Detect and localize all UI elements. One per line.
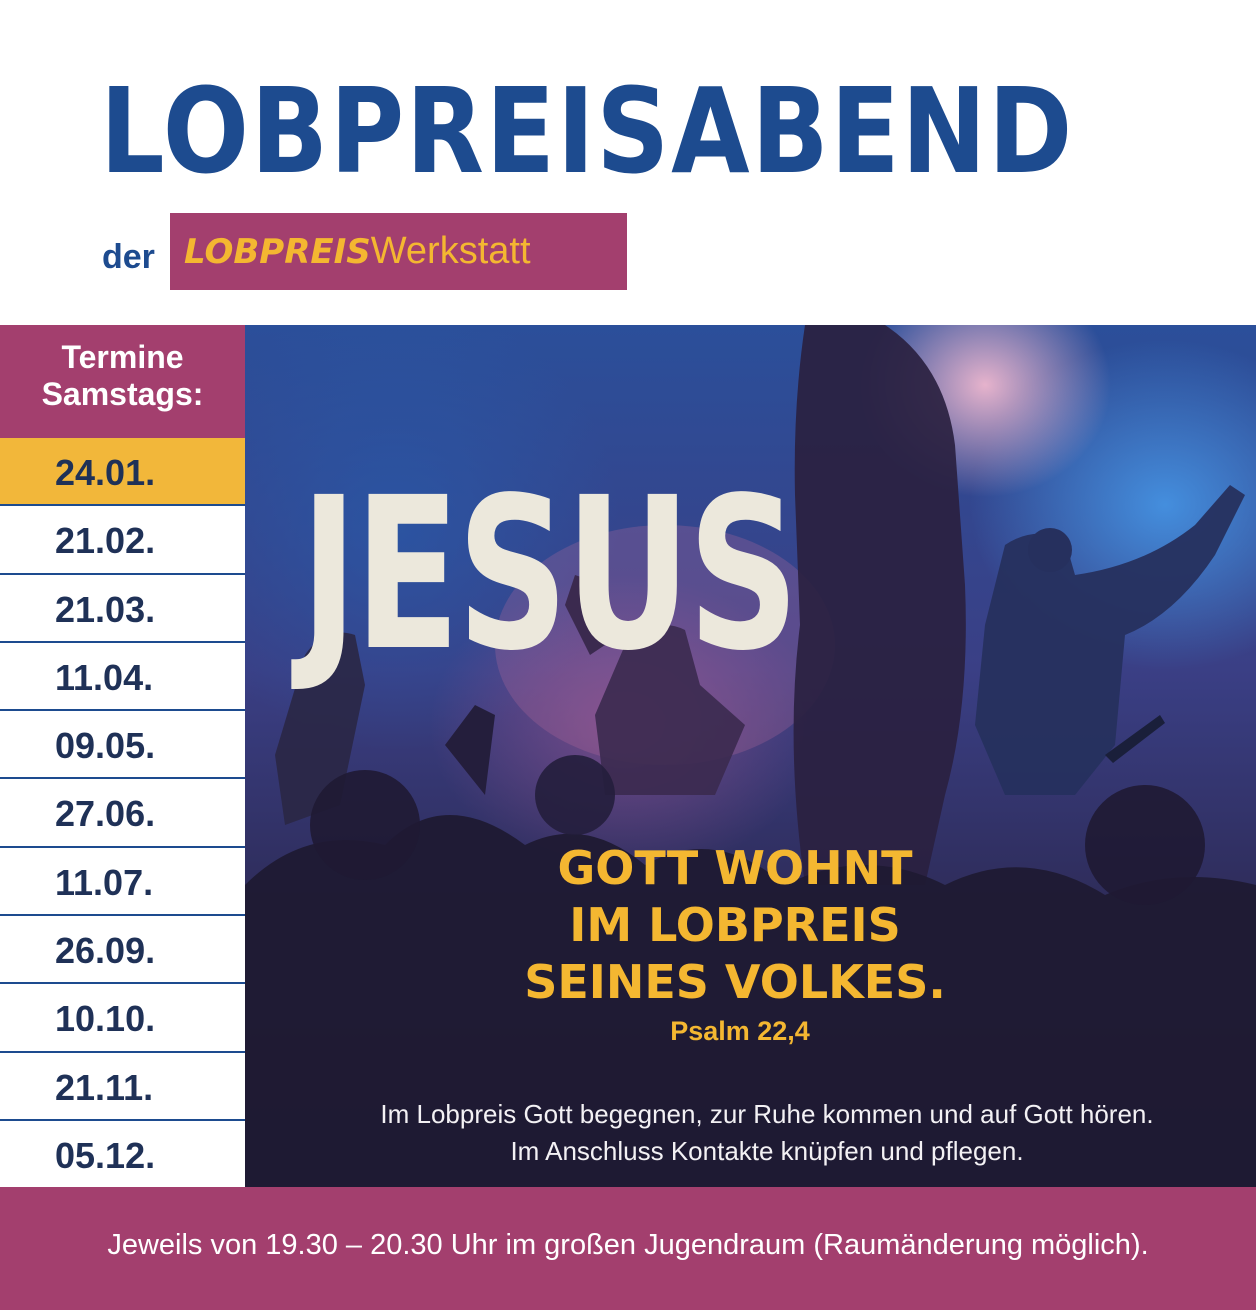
date-row: 11.04. — [0, 643, 245, 712]
brand-name-light: Werkstatt — [370, 230, 531, 272]
jesus-headline: JESUS — [300, 452, 799, 697]
date-row: 21.11. — [0, 1053, 245, 1121]
page-title: LOBPREISABEND — [100, 62, 1075, 200]
date-row: 27.06. — [0, 779, 245, 848]
date-row: 24.01. — [0, 438, 245, 507]
worship-concert-photo — [245, 325, 1256, 1187]
event-description: Im Lobpreis Gott begegnen, zur Ruhe komm… — [262, 1096, 1256, 1170]
date-row: 05.12. — [55, 1134, 156, 1176]
bible-verse: GOTT WOHNT IM LOBPREIS SEINES VOLKES. — [500, 840, 970, 1011]
verse-reference: Psalm 22,4 — [670, 1016, 810, 1046]
footer-bar: Jeweils von 19.30 – 20.30 Uhr im großen … — [0, 1187, 1256, 1310]
date-row: 10.10. — [0, 984, 245, 1053]
date-row: 26.09. — [0, 916, 245, 985]
schedule-heading-line2: Samstags: — [41, 376, 204, 412]
date-row: 11.07. — [0, 848, 245, 917]
date-row: 21.02. — [0, 506, 245, 575]
brand-name-bold: LOBPREIS — [184, 231, 371, 272]
crowd-silhouettes — [245, 325, 1256, 1187]
date-row: 09.05. — [0, 711, 245, 780]
verse-line: SEINES VOLKES. — [524, 955, 946, 1009]
verse-line: GOTT WOHNT — [557, 841, 913, 895]
subtitle-prefix: der — [102, 238, 155, 276]
brand-badge: LOBPREIS Werkstatt — [170, 213, 627, 290]
description-line: Im Anschluss Kontakte knüpfen und pflege… — [510, 1136, 1024, 1166]
footer-time-location: Jeweils von 19.30 – 20.30 Uhr im großen … — [107, 1229, 1149, 1261]
description-line: Im Lobpreis Gott begegnen, zur Ruhe komm… — [380, 1099, 1154, 1129]
verse-line: IM LOBPREIS — [569, 898, 901, 952]
date-list: 24.01. 21.02. 21.03. 11.04. 09.05. 27.06. 11.0… — [0, 438, 245, 1189]
schedule-heading: Termine Samstags: — [0, 325, 245, 438]
date-row: 21.03. — [0, 575, 245, 643]
schedule-heading-line1: Termine — [61, 339, 184, 375]
